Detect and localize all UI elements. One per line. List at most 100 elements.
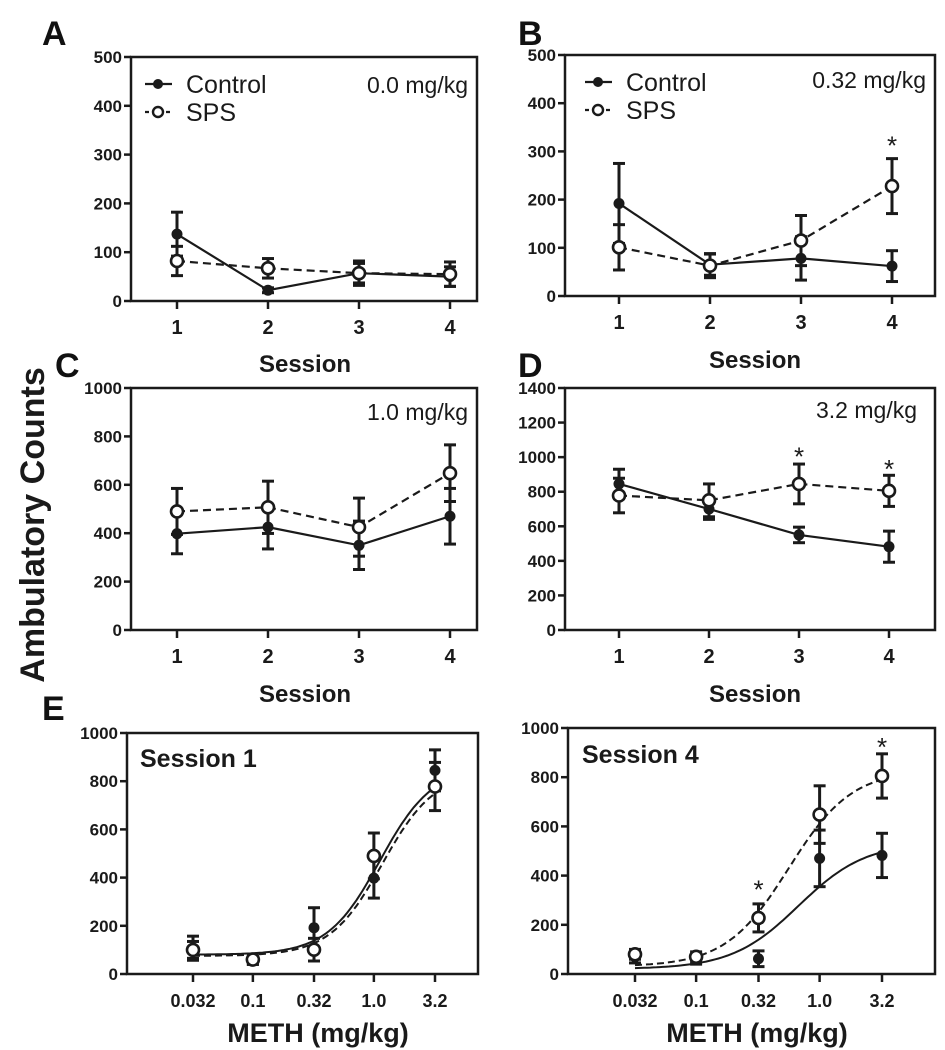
y-tick-label: 600 [94, 476, 122, 495]
series-line-control [618, 202, 893, 268]
point-control [444, 510, 456, 522]
x-tick-label: 0.1 [240, 991, 265, 1011]
y-tick-label: 800 [531, 768, 559, 787]
y-axis-label: Ambulatory Counts [14, 367, 52, 682]
y-tick-label: 0 [113, 621, 122, 640]
point-sps [260, 500, 276, 515]
y-tick-label: 100 [528, 239, 556, 258]
plot-frame [566, 726, 937, 976]
plot-frame [563, 53, 937, 298]
dose-label: 1.0 mg/kg [367, 399, 468, 425]
series-line-sps [618, 185, 893, 267]
legend-marker-control [153, 79, 163, 89]
y-tick-label: 400 [94, 97, 122, 116]
point-control [793, 529, 805, 541]
significance-marker: * [884, 454, 894, 484]
y-tick-label: 1000 [84, 379, 122, 398]
point-sps [366, 848, 382, 864]
x-axis-label: METH (mg/kg) [227, 1018, 409, 1048]
dose-label: 0.0 mg/kg [367, 72, 468, 98]
x-axis-label: Session [259, 351, 351, 378]
panel-D: 0 200 400 600 800 1000 1200 1400 1 2 3 4 Session D 3.2… [518, 347, 937, 708]
legend-label: SPS [626, 97, 676, 125]
point-sps [611, 240, 627, 255]
panel-A: 0 100 200 300 400 500 1 2 3 4 Session A 0.0 mg/kg Con… [42, 15, 479, 378]
dose-label: 0.32 mg/kg [812, 67, 926, 93]
point-sps [884, 178, 900, 194]
y-tick-label: 400 [90, 869, 118, 888]
y-tick-label: 600 [531, 817, 559, 836]
significance-marker: * [887, 131, 897, 161]
y-tick-label: 0 [550, 965, 559, 984]
y-tick-label: 200 [94, 194, 122, 213]
x-tick-label: 3 [795, 312, 806, 334]
legend-label: SPS [186, 99, 236, 127]
x-tick-label: 1.0 [361, 991, 386, 1011]
point-sps [185, 942, 201, 958]
point-sps [169, 253, 185, 269]
point-sps [751, 910, 766, 926]
fit-curve-sps [634, 778, 883, 967]
y-tick-label: 0 [109, 965, 118, 984]
x-tick-label: 0.032 [170, 991, 215, 1011]
point-sps [351, 265, 367, 281]
point-sps [874, 768, 890, 784]
x-tick-label: 0.1 [684, 991, 709, 1011]
series-line-control [176, 515, 451, 547]
point-control [753, 953, 764, 965]
plot-frame [125, 731, 480, 976]
point-sps [427, 779, 443, 794]
x-tick-label: 1 [613, 312, 624, 334]
x-tick-label: 3 [793, 646, 804, 668]
y-tick-label: 1000 [80, 724, 118, 743]
x-tick-label: 4 [886, 312, 898, 334]
x-axis-label: Session [259, 681, 351, 708]
panel-letter: B [518, 15, 543, 53]
x-tick-label: 3 [353, 317, 364, 339]
point-sps [702, 258, 718, 273]
point-sps [812, 807, 827, 822]
y-tick-label: 500 [528, 46, 556, 65]
point-sps [169, 504, 185, 519]
y-tick-label: 400 [94, 524, 122, 543]
x-tick-label: 0.032 [612, 991, 657, 1011]
x-tick-label: 2 [262, 646, 273, 668]
legend-marker-control [593, 77, 603, 87]
point-sps [245, 952, 261, 967]
x-tick-label: 3.2 [869, 991, 894, 1011]
y-tick-label: 1000 [521, 719, 559, 738]
point-control [814, 852, 826, 864]
x-axis-label: METH (mg/kg) [666, 1018, 848, 1048]
x-tick-label: 1 [171, 317, 182, 339]
y-tick-label: 200 [528, 586, 556, 605]
point-control [613, 197, 625, 209]
y-tick-label: 200 [531, 916, 559, 935]
significance-marker: * [753, 875, 763, 905]
y-tick-label: 0 [547, 287, 556, 306]
point-sps [260, 261, 276, 276]
series-line-sps [618, 482, 890, 502]
point-sps [627, 947, 643, 962]
point-control [308, 922, 320, 934]
panel-E1: 0 200 400 600 800 1000 0.032 0.1 0.32 1.0 3.2 METH … [42, 690, 480, 1048]
panel-E4: 0 200 400 600 800 1000 0.032 0.1 0.32 1.0 3.2 METH … [521, 719, 937, 1048]
plot-frame [129, 386, 479, 632]
y-tick-label: 800 [94, 427, 122, 446]
point-control [171, 228, 183, 240]
x-tick-label: 2 [704, 312, 715, 334]
y-tick-label: 200 [94, 573, 122, 592]
y-tick-label: 1000 [518, 448, 556, 467]
y-tick-label: 300 [94, 146, 122, 165]
panel-letter: E [42, 690, 65, 728]
y-tick-label: 400 [528, 94, 556, 113]
y-tick-label: 500 [94, 48, 122, 67]
x-tick-label: 1 [171, 646, 182, 668]
legend-label: Control [626, 69, 707, 97]
point-control [886, 260, 898, 272]
y-tick-label: 200 [528, 191, 556, 210]
x-tick-label: 4 [883, 646, 895, 668]
point-sps [881, 483, 897, 499]
series-line-sps [176, 259, 451, 276]
y-tick-label: 600 [528, 517, 556, 536]
panel-letter: C [55, 347, 80, 385]
